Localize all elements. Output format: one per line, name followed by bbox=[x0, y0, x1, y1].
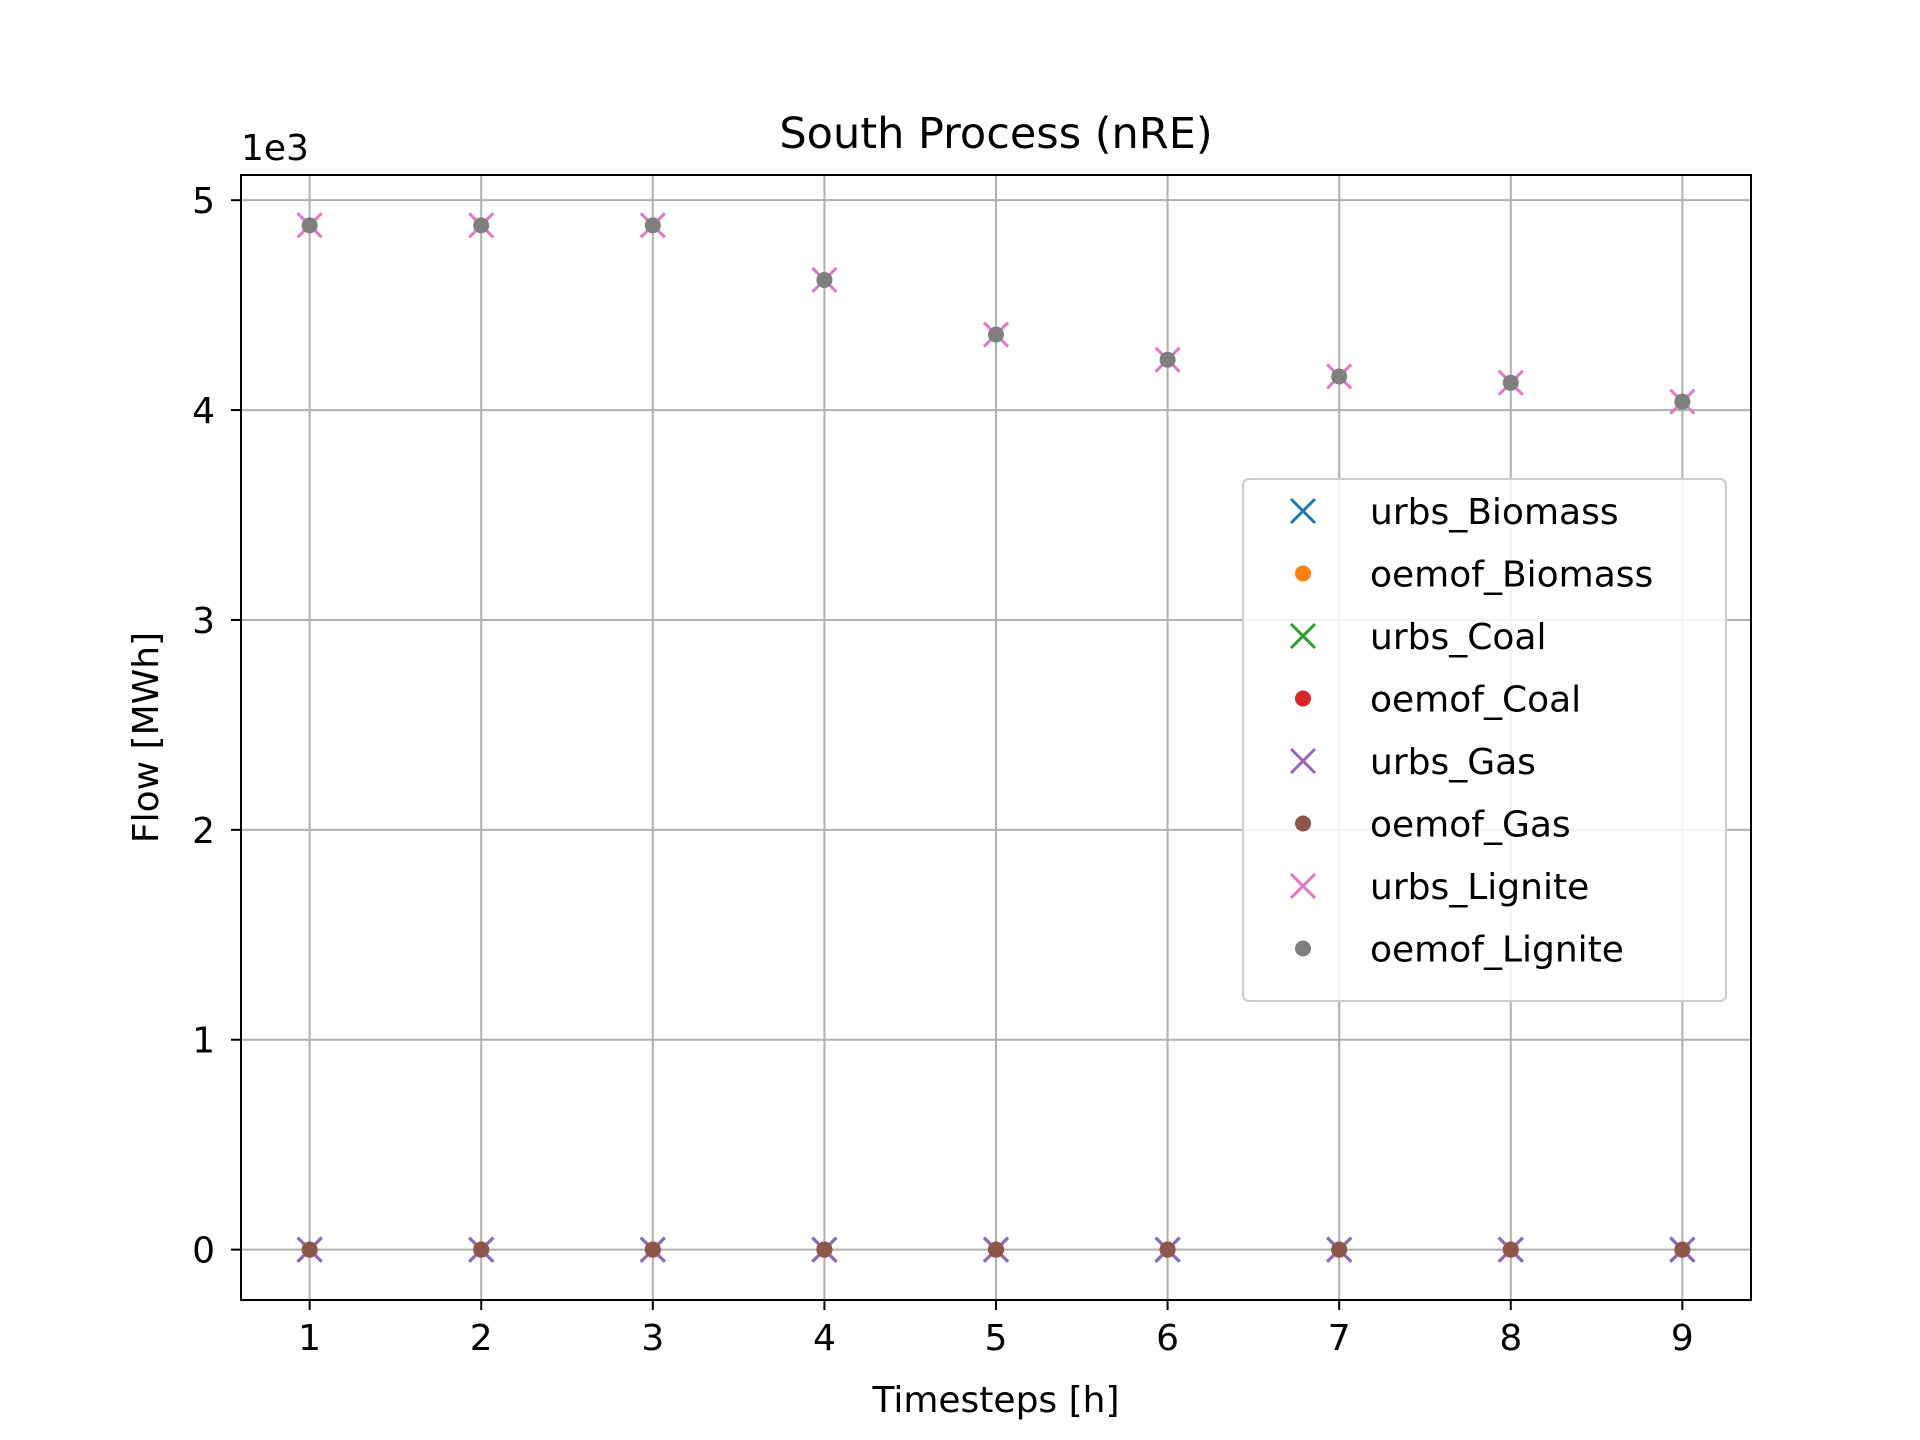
point-oemof_Gas bbox=[1502, 1241, 1519, 1258]
series-oemof_Gas bbox=[301, 1241, 1691, 1258]
x-tick-label: 1 bbox=[298, 1318, 321, 1359]
legend-entry: oemof_Coal bbox=[1295, 680, 1581, 721]
legend-marker bbox=[1289, 622, 1317, 650]
legend-entry: oemof_Lignite bbox=[1295, 930, 1624, 971]
point-oemof_Gas bbox=[988, 1241, 1004, 1258]
point-oemof_Gas bbox=[301, 1241, 318, 1258]
x-tick-label: 8 bbox=[1499, 1318, 1522, 1359]
y-tick-label: 2 bbox=[192, 811, 215, 852]
y-axis-label: Flow [MWh] bbox=[126, 632, 167, 843]
x-tick-label: 5 bbox=[985, 1318, 1008, 1359]
point-oemof_Lignite bbox=[1159, 351, 1176, 368]
point-oemof_Lignite bbox=[1674, 393, 1691, 410]
legend-box bbox=[1242, 478, 1727, 1002]
point-oemof_Lignite bbox=[1502, 374, 1519, 391]
legend-entry: urbs_Coal bbox=[1289, 617, 1546, 658]
legend-entry: urbs_Gas bbox=[1289, 742, 1536, 783]
legend-label: oemof_Lignite bbox=[1370, 930, 1624, 971]
x-tick-label: 7 bbox=[1328, 1318, 1351, 1359]
point-oemof_Lignite bbox=[473, 217, 490, 234]
ticks: 1 2 3 4 5 6 7 8 9 0 1 2 3 4 5 bbox=[192, 181, 1694, 1359]
legend-label: urbs_Biomass bbox=[1370, 492, 1619, 533]
x-tick-label: 9 bbox=[1671, 1318, 1694, 1359]
x-tick-label: 2 bbox=[470, 1318, 493, 1359]
point-oemof_Lignite bbox=[988, 326, 1004, 343]
legend: urbs_Biomass oemof_Biomass urbs_Coal oemof_… bbox=[1242, 478, 1727, 1002]
legend-marker bbox=[1295, 565, 1311, 582]
legend-label: urbs_Coal bbox=[1370, 617, 1546, 658]
x-tick-label: 4 bbox=[813, 1318, 836, 1359]
legend-marker bbox=[1289, 497, 1317, 525]
x-tick-label: 6 bbox=[1156, 1318, 1179, 1359]
point-oemof_Gas bbox=[816, 1241, 833, 1258]
legend-entry: oemof_Biomass bbox=[1295, 555, 1653, 596]
legend-label: urbs_Lignite bbox=[1370, 867, 1589, 908]
legend-marker bbox=[1289, 872, 1317, 900]
point-oemof_Lignite bbox=[1331, 368, 1348, 385]
x-marker-stroke bbox=[1289, 872, 1317, 900]
x-marker-stroke bbox=[1289, 747, 1317, 775]
legend-entry: urbs_Biomass bbox=[1289, 492, 1619, 533]
legend-label: oemof_Biomass bbox=[1370, 555, 1653, 596]
y-tick-label: 3 bbox=[192, 601, 215, 642]
point-oemof_Lignite bbox=[816, 271, 833, 288]
legend-marker bbox=[1295, 690, 1311, 707]
x-axis-label: Timesteps [h] bbox=[871, 1380, 1119, 1421]
legend-label: oemof_Coal bbox=[1370, 680, 1581, 721]
y-tick-label: 0 bbox=[192, 1231, 215, 1272]
y-tick-label: 5 bbox=[192, 181, 215, 222]
x-marker-stroke bbox=[1289, 622, 1317, 650]
legend-entry: oemof_Gas bbox=[1295, 805, 1571, 846]
y-axis-offset-text: 1e3 bbox=[241, 128, 309, 169]
legend-marker bbox=[1295, 815, 1311, 832]
legend-label: urbs_Gas bbox=[1370, 742, 1536, 783]
point-oemof_Lignite bbox=[301, 217, 318, 234]
point-oemof_Gas bbox=[644, 1241, 661, 1258]
chart-title: South Process (nRE) bbox=[779, 109, 1212, 159]
x-tick-label: 3 bbox=[641, 1318, 664, 1359]
point-oemof_Gas bbox=[473, 1241, 490, 1258]
legend-marker bbox=[1289, 747, 1317, 775]
series-oemof_Lignite bbox=[301, 217, 1691, 410]
x-marker-stroke bbox=[1289, 497, 1317, 525]
point-oemof_Lignite bbox=[644, 217, 661, 234]
point-oemof_Gas bbox=[1674, 1241, 1691, 1258]
y-tick-label: 4 bbox=[192, 391, 215, 432]
point-oemof_Gas bbox=[1331, 1241, 1348, 1258]
legend-entry: urbs_Lignite bbox=[1289, 867, 1589, 908]
legend-marker bbox=[1295, 940, 1311, 957]
data-marks bbox=[296, 212, 1696, 1263]
point-oemof_Gas bbox=[1159, 1241, 1176, 1258]
legend-label: oemof_Gas bbox=[1370, 805, 1571, 846]
y-tick-label: 1 bbox=[192, 1021, 215, 1062]
